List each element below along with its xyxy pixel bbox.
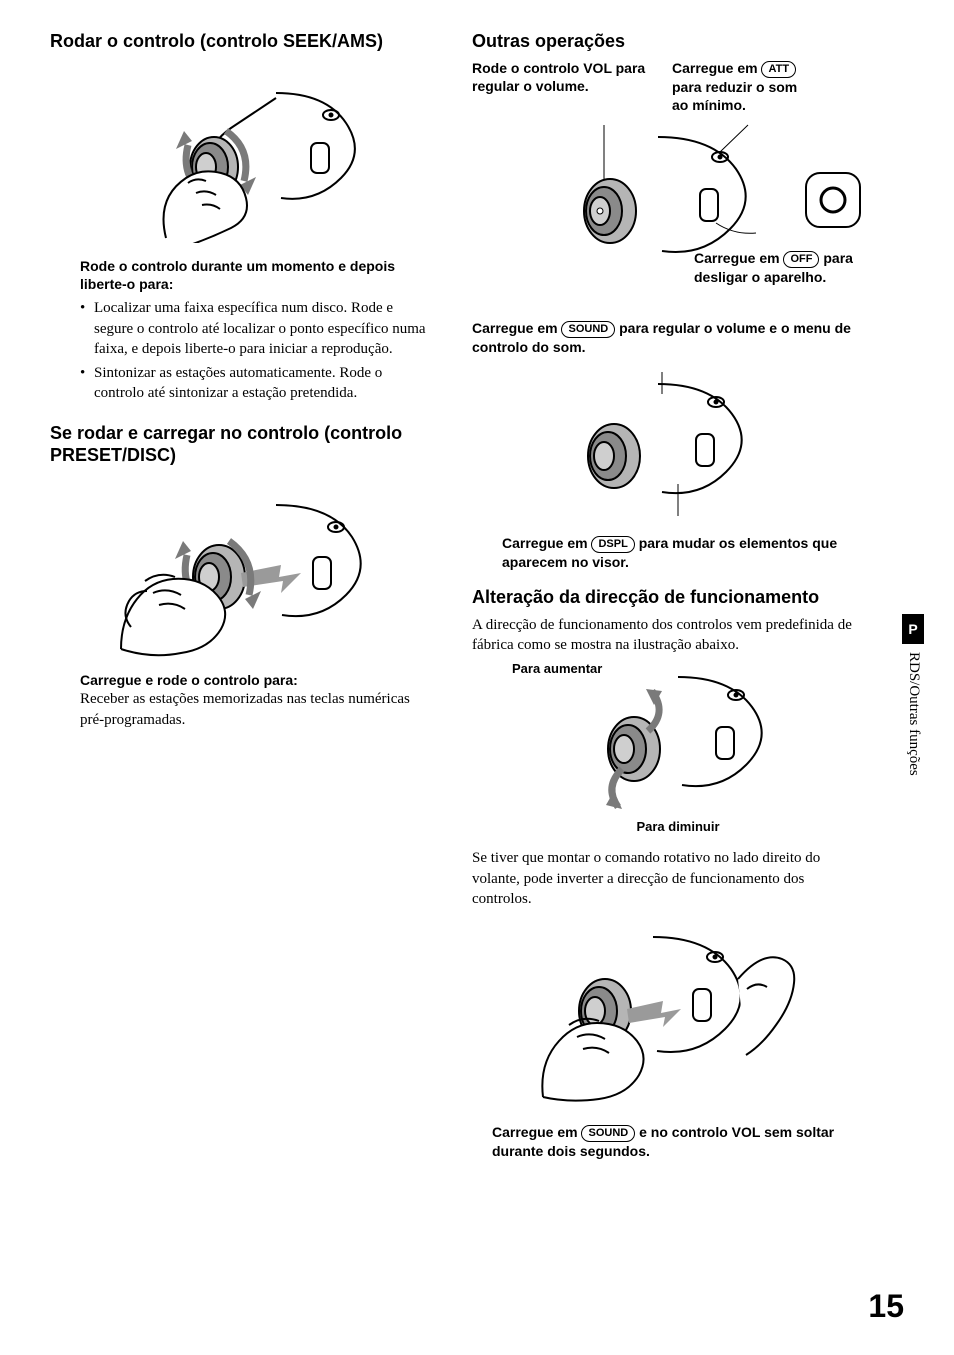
- label-increase: Para aumentar: [512, 661, 602, 676]
- heading-direction: Alteração da direcção de funcionamento: [472, 586, 864, 609]
- figure-seek-rotate: [50, 63, 442, 243]
- subheading-push-rotate: Carregue e rode o controlo para:: [80, 671, 432, 690]
- callout-dspl: Carregue em DSPL para mudar os elementos…: [472, 534, 864, 572]
- callout-final-sound-vol: Carregue em SOUND e no controlo VOL sem …: [472, 1123, 864, 1161]
- key-sound-2: SOUND: [581, 1125, 635, 1142]
- section-tab: P RDS/Outras funções: [902, 614, 924, 776]
- key-off: OFF: [783, 251, 819, 268]
- subheading-rotate-release: Rode o controlo durante um momento e dep…: [80, 257, 432, 295]
- figure-hold-sound-vol: [472, 919, 864, 1109]
- callout-off: Carregue em OFF para desligar o aparelho…: [694, 249, 864, 287]
- figure-direction: [472, 661, 864, 811]
- tab-letter: P: [902, 614, 924, 644]
- key-dspl: DSPL: [591, 536, 634, 553]
- key-sound: SOUND: [561, 321, 615, 338]
- heading-other-ops: Outras operações: [472, 30, 864, 53]
- right-column: Outras operações Rode o controlo VOL par…: [472, 30, 904, 1161]
- att-button-graphic: [802, 169, 864, 236]
- tab-section: RDS/Outras funções: [905, 644, 922, 776]
- label-decrease: Para diminuir: [472, 819, 864, 834]
- bullet-locate-track: •Localizar uma faixa específica num disc…: [80, 298, 432, 359]
- left-column: Rodar o controlo (controlo SEEK/AMS): [50, 30, 442, 1161]
- key-att: ATT: [761, 61, 796, 78]
- body-direction-intro: A direcção de funcionamento dos controlo…: [472, 615, 864, 656]
- body-direction-invert: Se tiver que montar o comando rotativo n…: [472, 848, 864, 909]
- callout-att: Carregue em ATT para reduzir o som ao mí…: [672, 59, 812, 116]
- callout-sound: Carregue em SOUND para regular o volume …: [472, 319, 864, 357]
- heading-preset-disc: Se rodar e carregar no controlo (control…: [50, 422, 442, 467]
- heading-seek-ams: Rodar o controlo (controlo SEEK/AMS): [50, 30, 442, 53]
- figure-preset-push-rotate: [50, 477, 442, 657]
- bullet-tune-auto: •Sintonizar as estações automaticamente.…: [80, 363, 432, 404]
- page-number: 15: [868, 1288, 904, 1325]
- figure-sound-dspl: [472, 366, 864, 526]
- body-receive-stations: Receber as estações memorizadas nas tecl…: [80, 689, 432, 730]
- callout-vol: Rode o controlo VOL para regular o volum…: [472, 59, 652, 116]
